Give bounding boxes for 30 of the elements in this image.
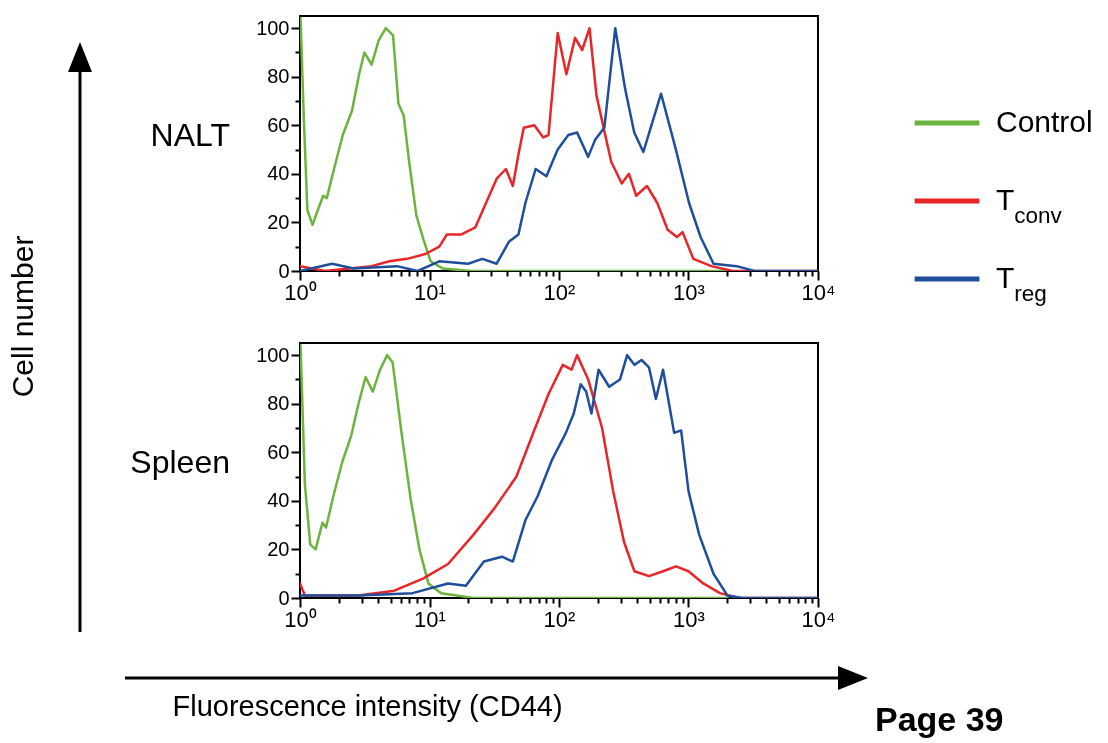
x-tick-label: 10⁰: [284, 279, 317, 305]
legend-label: T$_{conv}$: [996, 183, 1063, 228]
y-tick-label: 40: [267, 489, 290, 512]
x-tick-label: 10¹: [414, 279, 446, 305]
x-tick-label: 10³: [673, 606, 705, 632]
x-tick-label: 10¹: [414, 606, 446, 632]
y-tick-label: 0: [278, 259, 290, 282]
y-tick-label: 20: [267, 537, 290, 560]
text: NALT: [150, 116, 230, 153]
y-tick-label: 0: [278, 586, 290, 609]
y-tick-label: 20: [267, 210, 290, 233]
x-tick-label: 10⁴: [801, 606, 836, 632]
x-tick-label: 10²: [543, 279, 576, 305]
y-axis-title: Cell number: [5, 235, 39, 398]
y-tick-label: 80: [267, 65, 290, 88]
x-tick-label: 10⁴: [801, 279, 836, 305]
y-tick-label: 100: [256, 16, 290, 39]
y-tick-label: 40: [267, 162, 290, 185]
text: Spleen: [130, 443, 230, 480]
legend-label: T$_{reg}$: [996, 261, 1047, 306]
legend-label: Control: [996, 105, 1093, 138]
x-tick-label: 10²: [543, 606, 576, 632]
y-tick-label: 80: [267, 392, 290, 415]
x-tick-label: 10³: [673, 279, 705, 305]
y-tick-label: 60: [267, 440, 290, 463]
y-tick-label: 100: [256, 343, 290, 366]
x-axis-title: Fluorescence intensity (CD44): [172, 689, 563, 722]
x-tick-label: 10⁰: [284, 606, 317, 632]
y-tick-label: 60: [267, 113, 290, 136]
text: Page 39: [875, 700, 1004, 739]
